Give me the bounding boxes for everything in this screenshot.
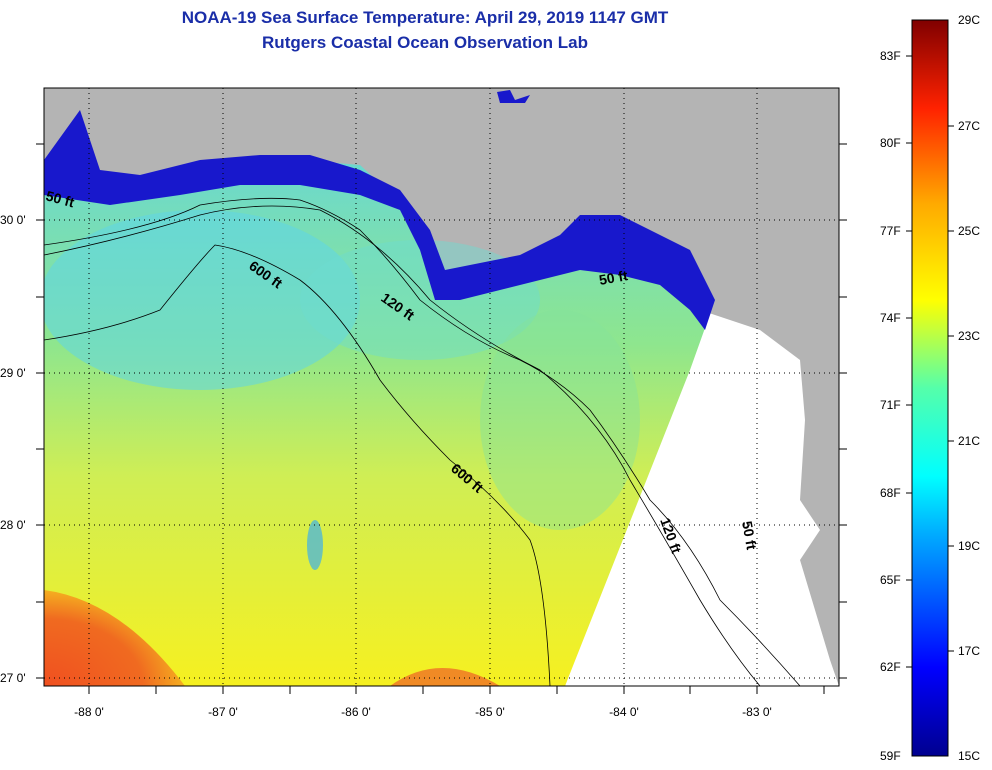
lon-label: -86 0' [341, 705, 371, 719]
lat-label: 28 0' [0, 518, 26, 532]
lon-label: -88 0' [74, 705, 104, 719]
contour-line-50 [44, 197, 801, 686]
colorbar-f-label: 83F [880, 49, 901, 63]
lat-label: 30 0' [0, 213, 26, 227]
map-subtitle: Rutgers Coastal Ocean Observation Lab [262, 33, 588, 52]
colorbar-c-label: 29C [958, 13, 980, 27]
contour-label: 50 ft [44, 187, 76, 210]
lat-label: 27 0' [0, 671, 26, 685]
axis-ticks [36, 143, 847, 694]
map-title: NOAA-19 Sea Surface Temperature: April 2… [181, 8, 669, 27]
colorbar-c-label: 19C [958, 539, 980, 553]
map-frame [43, 87, 840, 687]
colorbar-f-label: 59F [880, 749, 901, 763]
warm-region [44, 590, 185, 686]
lon-label: -84 0' [609, 705, 639, 719]
contour-line-600 [44, 244, 551, 686]
colorbar-c-label: 23C [958, 329, 980, 343]
cold-coastal-band [44, 110, 715, 330]
colorbar-c-label: 15C [958, 749, 980, 763]
color-scale-bar [911, 19, 949, 757]
colorbar-f-label: 62F [880, 660, 901, 674]
contour-label: 50 ft [739, 520, 760, 551]
colorbar-f-label: 80F [880, 136, 901, 150]
lat-label: 29 0' [0, 366, 26, 380]
inland-water [497, 90, 530, 103]
lon-label: -83 0' [742, 705, 772, 719]
colorbar-c-label: 17C [958, 644, 980, 658]
contour-label: 50 ft [598, 267, 629, 288]
cool-patch [480, 310, 640, 530]
lon-label: -87 0' [208, 705, 238, 719]
cool-patch [307, 520, 323, 570]
cool-patch [44, 210, 360, 390]
colorbar-f-label: 71F [880, 398, 901, 412]
colorbar-f-ticks [906, 55, 954, 668]
colorbar-f-label: 77F [880, 224, 901, 238]
colorbar-c-label: 21C [958, 434, 980, 448]
colorbar-c-label: 27C [958, 119, 980, 133]
no-data-region [565, 310, 839, 686]
colorbar-c-label: 25C [958, 224, 980, 238]
colorbar-f-label: 65F [880, 573, 901, 587]
warm-region [390, 668, 500, 686]
map-area: 50 ft 600 ft 120 ft 50 ft 600 ft 120 ft … [44, 88, 839, 686]
colorbar-f-label: 74F [880, 311, 901, 325]
lon-label: -85 0' [475, 705, 505, 719]
contour-line-120 [44, 205, 761, 686]
colorbar-f-label: 68F [880, 486, 901, 500]
